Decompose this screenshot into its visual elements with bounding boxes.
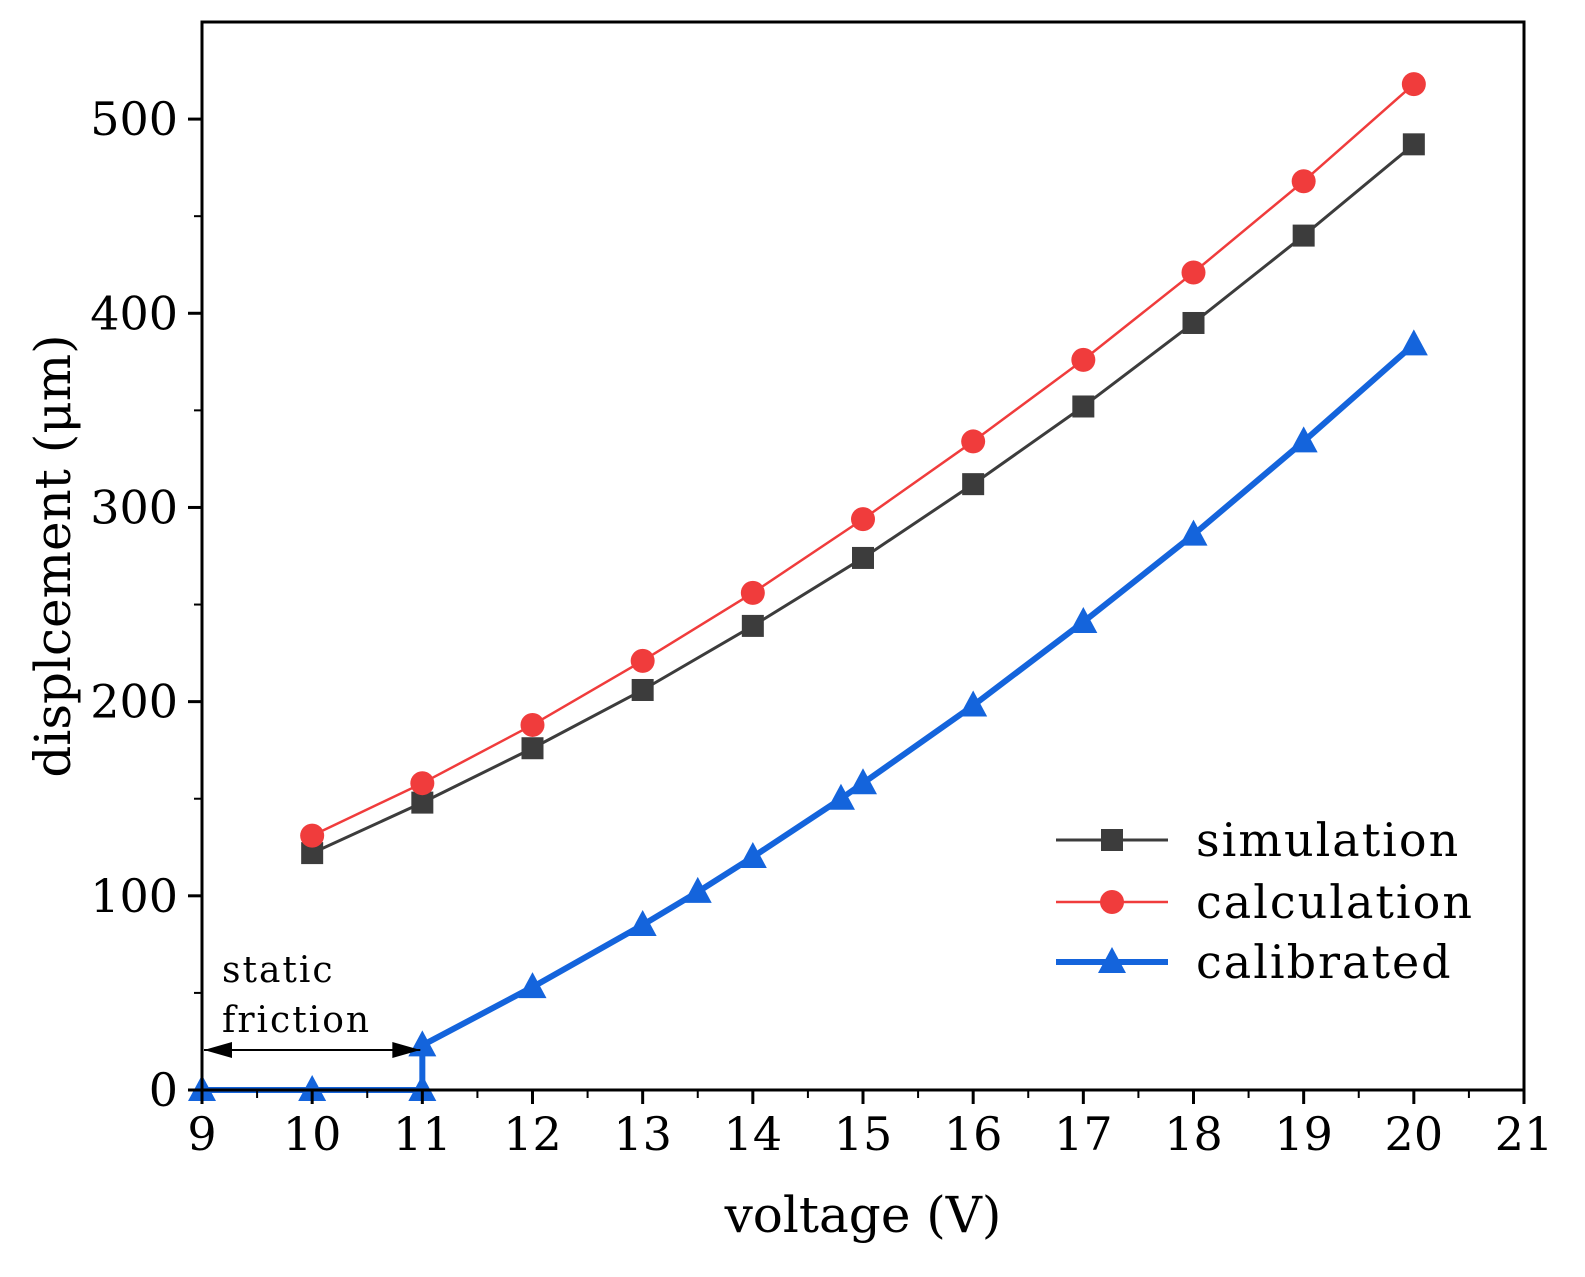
x-tick-label: 20 — [1385, 1107, 1444, 1161]
point-calculation — [1181, 260, 1206, 285]
point-calculation — [851, 507, 875, 532]
point-simulation — [521, 737, 544, 760]
legend-item-calibrated: calibrated — [1056, 935, 1453, 989]
series-calibrated — [188, 329, 1428, 1101]
legend-marker-calculation — [1100, 890, 1124, 914]
point-calibrated — [408, 1075, 437, 1101]
annotation-line-1: static — [222, 950, 335, 991]
x-tick-label: 16 — [944, 1107, 1003, 1161]
legend: simulation calculation calibrated — [1056, 813, 1474, 989]
point-simulation — [1182, 311, 1205, 334]
x-tick-label: 21 — [1495, 1107, 1554, 1161]
x-tick-label: 14 — [724, 1107, 783, 1161]
point-simulation — [411, 791, 434, 814]
point-calibrated — [683, 876, 712, 903]
y-tick-label: 400 — [90, 286, 178, 340]
point-simulation — [1072, 395, 1095, 418]
y-tick-label: 200 — [90, 675, 178, 729]
point-calculation — [300, 823, 325, 848]
point-calculation — [1071, 347, 1096, 372]
legend-marker-calibrated — [1098, 947, 1126, 973]
point-calculation — [961, 429, 986, 454]
y-axis-title: displcement (μm) — [24, 334, 82, 777]
x-tick-label: 9 — [187, 1107, 216, 1161]
point-simulation — [301, 842, 324, 865]
point-calculation — [520, 712, 545, 737]
y-tick-label: 100 — [90, 869, 178, 923]
point-calculation — [740, 580, 765, 605]
legend-label-simulation: simulation — [1196, 813, 1460, 867]
y-tick-label: 500 — [90, 92, 178, 146]
x-tick-label: 17 — [1054, 1107, 1113, 1161]
static-friction-annotation: static friction — [204, 950, 421, 1058]
point-calibrated — [1289, 426, 1318, 453]
point-calibrated — [518, 972, 547, 999]
point-calibrated — [849, 768, 877, 795]
y-tick-label: 0 — [149, 1063, 178, 1117]
axis-ticks: 9 10 11 12 13 14 15 16 17 18 19 20 21 0 100 200 300 400 50… — [90, 92, 1553, 1161]
x-tick-label: 12 — [503, 1107, 562, 1161]
x-tick-label: 13 — [613, 1107, 672, 1161]
point-simulation — [631, 678, 654, 701]
point-simulation — [852, 546, 874, 569]
series-simulation — [301, 133, 1425, 865]
point-simulation — [1402, 133, 1425, 156]
point-calibrated — [826, 783, 855, 810]
x-tick-label: 18 — [1164, 1107, 1223, 1161]
annotation-arrowhead-left — [204, 1042, 232, 1058]
legend-item-calculation: calculation — [1056, 875, 1474, 929]
point-calculation — [1291, 169, 1316, 194]
annotation-arrowhead-right — [392, 1042, 421, 1058]
x-tick-label: 11 — [393, 1107, 452, 1161]
point-calculation — [410, 771, 435, 796]
legend-label-calculation: calculation — [1196, 875, 1474, 929]
x-tick-label: 15 — [834, 1107, 893, 1161]
point-calculation — [630, 648, 655, 673]
point-calibrated — [1069, 607, 1098, 634]
series-calculation — [300, 72, 1426, 848]
point-calculation — [1401, 72, 1426, 97]
annotation-line-2: friction — [222, 1000, 371, 1041]
point-calibrated — [1179, 519, 1208, 546]
x-tick-label: 10 — [283, 1107, 342, 1161]
point-calibrated — [1399, 329, 1428, 356]
x-axis-title: voltage (V) — [724, 1186, 1002, 1244]
point-calibrated — [959, 690, 988, 717]
legend-item-simulation: simulation — [1056, 813, 1460, 867]
y-tick-label: 300 — [90, 480, 178, 534]
point-simulation — [741, 614, 764, 637]
point-calibrated — [628, 909, 657, 936]
point-calibrated — [738, 841, 767, 868]
plot-marks — [188, 72, 1428, 1101]
legend-label-calibrated: calibrated — [1196, 935, 1453, 989]
point-simulation — [962, 473, 985, 496]
x-tick-label: 19 — [1274, 1107, 1333, 1161]
point-simulation — [1292, 224, 1315, 247]
point-calibrated — [298, 1075, 327, 1101]
legend-marker-simulation — [1101, 829, 1123, 851]
